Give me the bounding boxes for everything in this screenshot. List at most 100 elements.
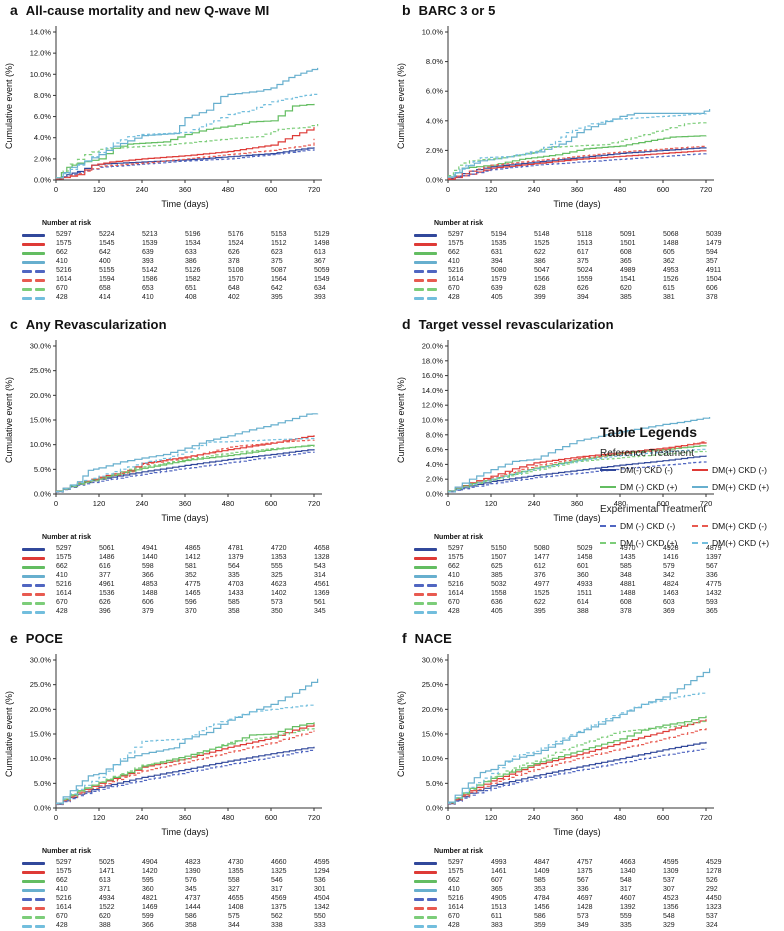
risk-count: 1559 [577, 276, 593, 283]
risk-count: 410 [448, 886, 460, 893]
risk-count: 381 [663, 294, 675, 301]
risk-count: 5297 [56, 545, 72, 552]
y-axis-label: Cumulative event (%) [396, 691, 406, 777]
risk-count: 548 [663, 913, 675, 920]
panel-b-title-text: BARC 3 or 5 [418, 3, 496, 18]
risk-count: 410 [448, 572, 460, 579]
risk-count: 4993 [491, 859, 507, 866]
risk-row-exp-navy: 5216 5155 5142 5126 5108 5087 5059 [0, 267, 392, 276]
y-tick-label: 30.0% [422, 656, 444, 665]
risk-count: 670 [56, 599, 68, 606]
y-tick-label: 4.0% [426, 116, 443, 125]
km-curve-ref-red [448, 150, 707, 180]
risk-count: 414 [99, 294, 111, 301]
x-tick-label: 360 [571, 185, 584, 194]
solid-navy-key-icon [22, 862, 46, 865]
risk-count: 662 [448, 563, 460, 570]
risk-count: 5029 [577, 545, 593, 552]
risk-count: 613 [314, 249, 326, 256]
risk-count: 526 [706, 877, 718, 884]
risk-count: 620 [620, 285, 632, 292]
risk-count: 1488 [142, 590, 158, 597]
risk-count: 317 [271, 886, 283, 893]
y-tick-label: 5.0% [426, 779, 443, 788]
risk-count: 670 [56, 913, 68, 920]
y-tick-label: 20.0% [422, 342, 444, 351]
dashed-red-key-icon [414, 907, 438, 910]
risk-count: 1539 [142, 240, 158, 247]
risk-row-ref-navy: 5297 5150 5080 5029 4970 4928 4879 [392, 545, 784, 554]
km-curve-ref-red [56, 127, 315, 180]
risk-row-exp-lightblue: 428 405 395 388 378 369 365 [392, 608, 784, 617]
risk-count: 386 [534, 258, 546, 265]
risk-row-exp-red: 1614 1579 1566 1559 1541 1526 1504 [392, 276, 784, 285]
y-tick-label: 18.0% [422, 356, 444, 365]
solid-green-line-icon [600, 486, 616, 488]
risk-count: 4450 [706, 895, 722, 902]
risk-count: 1614 [56, 590, 72, 597]
risk-table-c: Number at risk 5297 5061 4941 4865 4781 4720 46… [0, 534, 392, 617]
km-curve-ref-lightblue [448, 417, 711, 492]
y-tick-label: 16.0% [422, 371, 444, 380]
risk-count: 1471 [99, 868, 115, 875]
risk-count: 1397 [706, 554, 722, 561]
risk-count: 376 [534, 572, 546, 579]
km-chart-d: 0.0% 2.0% 4.0% 6.0% 8.0% 10.0% 12.0% 14.0% 16.0%… [392, 336, 736, 532]
risk-count: 1392 [620, 904, 636, 911]
km-curve-ref-lightblue [56, 413, 319, 493]
risk-count: 410 [56, 572, 68, 579]
risk-count: 616 [99, 563, 111, 570]
risk-count: 642 [271, 285, 283, 292]
risk-count: 567 [706, 563, 718, 570]
risk-count: 658 [99, 285, 111, 292]
risk-count: 1526 [663, 276, 679, 283]
risk-count: 348 [620, 572, 632, 579]
risk-row-ref-navy: 5297 4993 4847 4757 4663 4595 4529 [392, 859, 784, 868]
risk-count: 564 [228, 563, 240, 570]
risk-count: 4934 [99, 895, 115, 902]
panel-e-letter: e [10, 630, 18, 646]
risk-count: 402 [228, 294, 240, 301]
solid-green-key-icon [22, 566, 46, 569]
solid-lightblue-key-icon [414, 889, 438, 892]
km-curve-exp-navy [448, 153, 707, 180]
risk-count: 623 [271, 249, 283, 256]
risk-row-ref-lightblue: 410 377 366 352 335 325 314 [0, 572, 392, 581]
risk-count: 1486 [99, 554, 115, 561]
risk-count: 634 [314, 285, 326, 292]
risk-count: 1479 [706, 240, 722, 247]
y-tick-label: 25.0% [422, 680, 444, 689]
risk-row-exp-red: 1614 1536 1488 1465 1433 1402 1369 [0, 590, 392, 599]
risk-row-ref-green: 662 607 585 567 548 537 526 [392, 877, 784, 886]
risk-count: 428 [448, 294, 460, 301]
km-curve-exp-green [448, 122, 707, 177]
risk-count: 1579 [491, 276, 507, 283]
solid-lightblue-key-icon [22, 889, 46, 892]
x-tick-label: 600 [265, 185, 278, 194]
number-at-risk-label: Number at risk [42, 534, 92, 541]
risk-count: 1328 [314, 554, 330, 561]
km-curve-ref-lightblue [56, 678, 319, 804]
dashed-green-line-icon [600, 542, 616, 544]
solid-red-key-icon [22, 871, 46, 874]
risk-count: 1614 [56, 276, 72, 283]
risk-count: 617 [577, 249, 589, 256]
panel-b-letter: b [402, 2, 411, 18]
risk-count: 301 [314, 886, 326, 893]
risk-count: 1461 [491, 868, 507, 875]
risk-count: 5091 [620, 231, 636, 238]
legend-item-label: DM (-) CKD (+) [620, 482, 678, 492]
dashed-lightblue-key-icon [414, 297, 438, 300]
dashed-lightblue-line-icon [692, 542, 708, 544]
legend-item: DM(+) CKD (-) [692, 521, 784, 531]
risk-row-ref-green: 662 642 639 633 626 623 613 [0, 249, 392, 258]
risk-count: 620 [99, 913, 111, 920]
legend-item: DM(+) CKD (+) [692, 538, 784, 548]
risk-count: 1469 [142, 904, 158, 911]
y-tick-label: 14.0% [30, 28, 52, 37]
risk-count: 395 [271, 294, 283, 301]
risk-count: 555 [271, 563, 283, 570]
risk-count: 622 [534, 249, 546, 256]
risk-count: 550 [314, 913, 326, 920]
risk-count: 335 [228, 572, 240, 579]
